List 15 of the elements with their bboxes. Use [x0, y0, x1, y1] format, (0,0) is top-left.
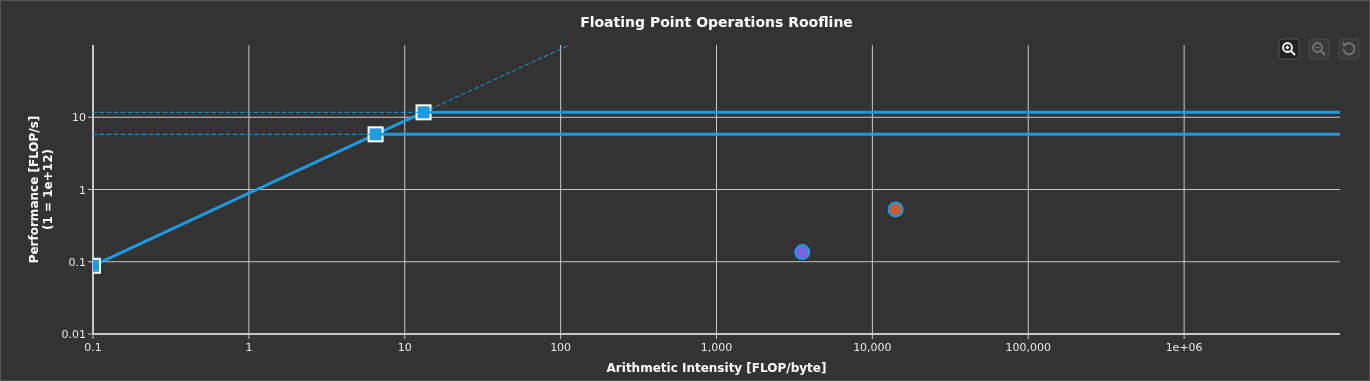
- x-axis-title: Arithmetic Intensity [FLOP/byte]: [606, 361, 827, 375]
- y-tick-label: 10: [72, 111, 86, 125]
- x-tick-label: 100: [550, 341, 572, 354]
- y-tick-label: 0.01: [61, 328, 86, 341]
- y-tick-label: 0.1: [68, 255, 86, 269]
- x-tick-label: 1e+06: [1165, 341, 1203, 354]
- x-tick-label: 10: [397, 341, 412, 354]
- x-tick-label: 100,000: [1005, 341, 1051, 354]
- y-tick-label: 1: [79, 183, 86, 197]
- x-tick-label: 10,000: [853, 341, 892, 354]
- x-tick-label: 0.1: [84, 341, 102, 354]
- y-axis-title: Performance [FLOP/s] (1 = 1e+12): [27, 115, 55, 264]
- x-tick-label: 1,000: [700, 341, 733, 354]
- x-tick-label: 1: [245, 341, 253, 354]
- chart-title: Floating Point Operations Roofline: [580, 14, 853, 30]
